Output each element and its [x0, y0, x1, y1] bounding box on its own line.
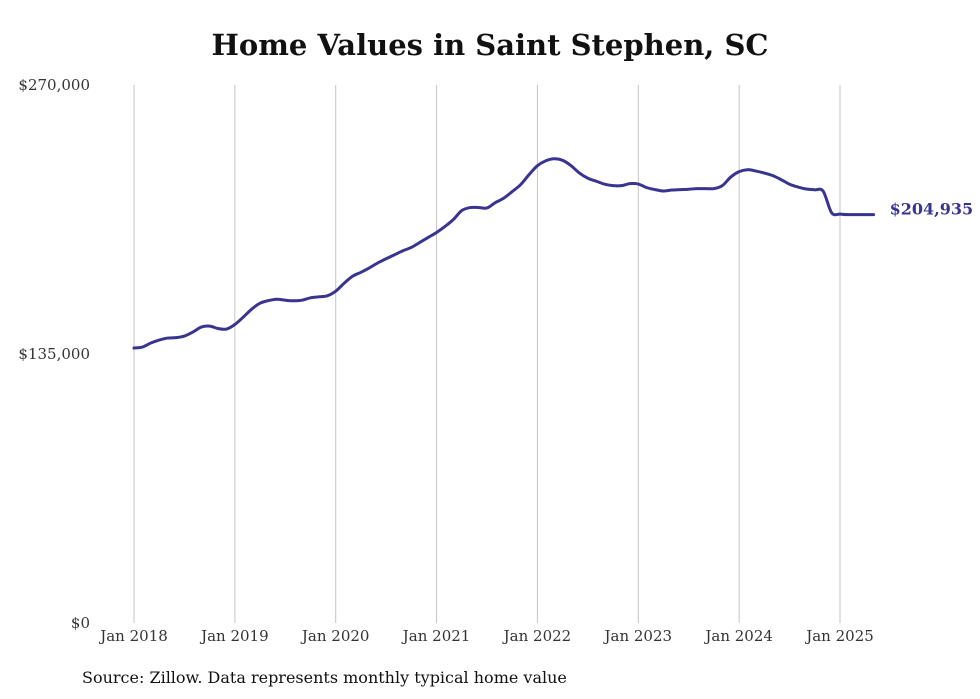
chart-title: Home Values in Saint Stephen, SC — [211, 28, 769, 62]
y-tick-label: $0 — [71, 614, 90, 632]
x-tick-label: Jan 2022 — [502, 627, 572, 645]
x-tick-label: Jan 2021 — [401, 627, 471, 645]
x-tick-label: Jan 2025 — [804, 627, 874, 645]
x-tick-label: Jan 2020 — [300, 627, 370, 645]
end-value-label: $204,935 — [890, 200, 974, 219]
x-axis-ticks: Jan 2018 Jan 2019 Jan 2020 Jan 2021 Jan 2022… — [98, 627, 874, 645]
grid-lines — [133, 85, 841, 623]
x-tick-label: Jan 2018 — [98, 627, 168, 645]
y-tick-label: $270,000 — [18, 76, 90, 94]
chart-source: Source: Zillow. Data represents monthly … — [82, 668, 567, 687]
y-tick-label: $135,000 — [18, 345, 90, 363]
x-tick-label: Jan 2019 — [199, 627, 269, 645]
y-axis-ticks: $0 $135,000 $270,000 — [18, 76, 90, 632]
series-line — [132, 157, 876, 350]
series-layer: $204,935 — [132, 157, 974, 350]
x-tick-label: Jan 2024 — [703, 627, 773, 645]
x-tick-label: Jan 2023 — [603, 627, 673, 645]
